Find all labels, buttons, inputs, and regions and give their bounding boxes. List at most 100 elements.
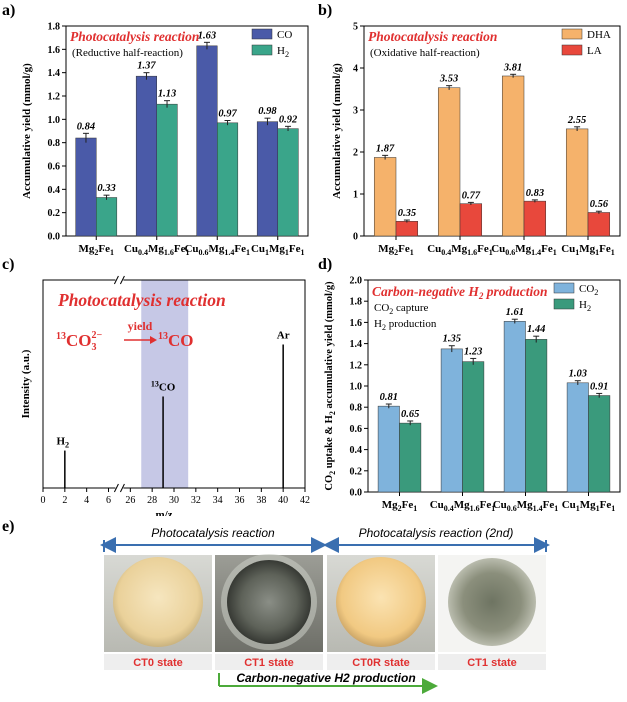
chart-c-xtick-label-0: 0 <box>41 495 46 506</box>
chart-a-datalabel-co-0: 0.84 <box>77 121 95 132</box>
chart-b-ytick-label-2: 2 <box>353 148 358 159</box>
state-label-1: CT0 state <box>104 654 212 670</box>
chart-b-title: Photocatalysis reaction <box>368 29 497 44</box>
chart-d-xtick-label-2: Cu0.6Mg1.4Fe1 <box>493 499 559 513</box>
chart-a-ylabel: Accumulative yield (mmol/g) <box>21 63 33 199</box>
chart-c-highlight-band <box>141 280 189 488</box>
chart-a: 0.0 0.2 0.4 0.6 0.8 1.0 1.2 1.4 1.6 1.8 Mg2Fe1 0.84… <box>21 22 309 256</box>
chart-a-subtitle: (Reductive half-reaction) <box>72 47 183 59</box>
bracket-photocatalysis-1: Photocatalysis reaction <box>100 526 327 553</box>
panel-e: Photocatalysis reaction Photocatalysis r… <box>0 515 627 697</box>
chart-d-ytick-label-4: 0.8 <box>350 403 363 414</box>
photo-ct0 <box>104 555 212 652</box>
chart-c-xtick-label-3: 6 <box>106 495 111 506</box>
chart-b-datalabel-dha-1: 3.53 <box>439 74 458 85</box>
photo-ct0r <box>327 555 435 652</box>
chart-a-ytick-label-4: 0.8 <box>48 138 61 149</box>
chart-b-legend-swatch-0 <box>561 28 583 40</box>
chart-a-bar-co-2 <box>196 45 218 237</box>
chart-c-xtick-label-9: 36 <box>235 495 245 506</box>
chart-a-legend-label-0: CO <box>277 29 292 41</box>
chart-b-bar-dha-2 <box>501 75 525 237</box>
chart-b-ytick-label-1: 1 <box>353 190 358 201</box>
chart-b-bar-la-3 <box>587 212 611 237</box>
panel-a-label: a) <box>2 2 16 19</box>
chart-a-xtick-label-3: Cu1Mg1Fe1 <box>251 243 305 256</box>
chart-a-xtick-label-1: Cu0.4Mg1.6Fe1 <box>124 243 190 256</box>
chart-d-datalabel-h2-2: 1.44 <box>527 324 545 335</box>
chart-d-datalabel-h2-0: 0.65 <box>401 409 419 420</box>
chart-d-bar-co2-3 <box>566 382 589 493</box>
chart-d-ytick-label-9: 1.8 <box>350 297 363 308</box>
panel-c-label: c) <box>2 256 15 273</box>
chart-d-datalabel-co2-0: 0.81 <box>380 392 398 403</box>
chart-c-xtick-label-8: 34 <box>213 495 223 506</box>
chart-d-bar-co2-0 <box>377 405 400 493</box>
state-label-3-text: CT0R state <box>352 657 409 669</box>
chart-a-legend-swatch-0 <box>251 28 273 40</box>
chart-d-ytick-label-6: 1.2 <box>350 360 363 371</box>
chart-d-datalabel-co2-2: 1.61 <box>506 307 524 318</box>
chart-d-legend-swatch-1 <box>553 298 575 310</box>
chart-d-ytick-label-0: 0.0 <box>350 488 363 499</box>
chart-b-ylabel: Accumulative yield (mmol/g) <box>331 63 343 199</box>
chart-a-ytick-label-8: 1.6 <box>48 45 61 56</box>
chart-b-plot-frame <box>363 25 621 237</box>
chart-a-ytick-label-5: 1.0 <box>48 115 61 126</box>
chart-a-ytick-label-6: 1.2 <box>48 92 61 103</box>
chart-b-ytick-label-0: 0 <box>353 232 358 243</box>
chart-a-plot-frame <box>65 25 309 237</box>
chart-b-xtick-label-0: Mg2Fe1 <box>378 243 414 256</box>
chart-a-bar-h2-2 <box>217 122 239 237</box>
chart-a-xtick-label-2: Cu0.6Mg1.4Fe1 <box>184 243 250 256</box>
chart-a-ytick-label-9: 1.8 <box>48 22 61 33</box>
chart-d-ytick-label-3: 0.6 <box>350 424 363 435</box>
chart-c-peak-label-1: 13CO <box>151 379 176 393</box>
chart-c-break-mark-a1 <box>113 275 119 285</box>
chart-b-ytick-label-3: 3 <box>353 106 358 117</box>
chart-a-bar-co-1 <box>135 75 157 237</box>
chart-d-ylabel: CO2 uptake & H2 accumulative yield (mmol… <box>324 281 337 491</box>
chart-a-ytick-label-3: 0.6 <box>48 162 61 173</box>
bracket-carbon-negative: Carbon-negative H2 production <box>218 671 438 694</box>
chart-b-legend-label-0: DHA <box>587 29 611 41</box>
bracket-carbon-negative-label: Carbon-negative H2 production <box>236 671 415 685</box>
state-label-2: CT1 state <box>215 654 323 670</box>
state-label-2-text: CT1 state <box>244 657 294 669</box>
chart-d-datalabel-h2-1: 1.23 <box>464 346 482 357</box>
chart-c-peak-label-0: H2 <box>56 436 69 450</box>
chart-a-datalabel-co-3: 0.98 <box>258 106 277 117</box>
bracket-photocatalysis-2-label: Photocatalysis reaction (2nd) <box>359 526 514 540</box>
chart-a-datalabel-h2-2: 0.97 <box>218 109 237 120</box>
chart-c-break-mark-b0 <box>119 483 125 493</box>
chart-a-bar-co-3 <box>256 121 278 237</box>
chart-b-bar-la-0 <box>395 221 419 237</box>
chart-a-ytick-label-2: 0.4 <box>48 185 61 196</box>
chart-d-subtitle-1: H2 production <box>374 318 437 332</box>
chart-c-xtick-label-6: 30 <box>169 495 179 506</box>
chart-a-legend-label-1: H2 <box>277 45 289 59</box>
chart-c-break-gap-1 <box>115 276 124 284</box>
chart-d-bar-h2-2 <box>525 339 548 493</box>
chart-c-ylabel: Intensity (a.u.) <box>20 349 32 418</box>
chart-d-ytick-label-8: 1.6 <box>350 318 363 329</box>
chart-c-break-mark-b1 <box>119 275 125 285</box>
chart-d-bar-h2-1 <box>462 361 485 493</box>
chart-d-datalabel-co2-1: 1.35 <box>443 334 461 345</box>
chart-d-xtick-label-3: Cu1Mg1Fe1 <box>562 499 616 513</box>
chart-a-bar-h2-3 <box>277 128 299 237</box>
chart-c-break-mark-a0 <box>113 483 119 493</box>
chart-a-bar-h2-0 <box>96 197 118 237</box>
chart-c-title: Photocatalysis reaction <box>57 290 226 310</box>
panel-d-label: d) <box>318 256 333 273</box>
chart-a-ytick-label-7: 1.4 <box>48 68 61 79</box>
chart-a-bar-co-0 <box>75 137 97 237</box>
chart-a-datalabel-h2-1: 1.13 <box>158 89 176 100</box>
bracket-photocatalysis-2: Photocatalysis reaction (2nd) <box>323 526 550 553</box>
chart-d-xtick-label-1: Cu0.4Mg1.6Fe1 <box>430 499 496 513</box>
chart-a-bar-h2-1 <box>156 103 178 237</box>
chart-a-datalabel-co-2: 1.63 <box>198 30 216 41</box>
state-label-1-text: CT0 state <box>133 657 183 669</box>
chart-d-ytick-label-1: 0.2 <box>350 466 363 477</box>
chart-c-xtick-label-11: 40 <box>278 495 288 506</box>
